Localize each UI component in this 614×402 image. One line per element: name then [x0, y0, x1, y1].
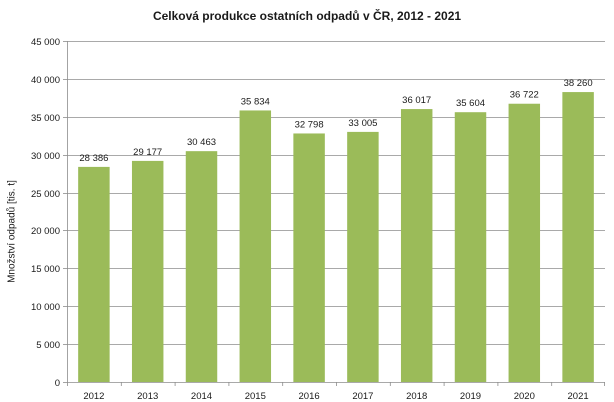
y-tick-label: 20 000 — [31, 226, 60, 237]
value-label: 36 017 — [402, 95, 431, 106]
bar-2018 — [400, 109, 433, 383]
bar-2014 — [185, 151, 218, 382]
y-tick-label: 5 000 — [36, 340, 60, 351]
value-label: 35 834 — [241, 96, 270, 107]
bar-2015 — [239, 110, 272, 382]
bar-2017 — [347, 131, 379, 382]
value-label: 29 177 — [133, 147, 162, 158]
labels: 0 5 000 10 000 15 000 20 000 25 000 30 000 35 0… — [31, 37, 593, 402]
chart-title: Celková produkce ostatních odpadů v ČR, … — [152, 9, 462, 23]
bar-2019 — [454, 112, 487, 382]
value-label: 33 005 — [348, 118, 377, 129]
bar-2016 — [293, 133, 325, 382]
value-label: 35 604 — [456, 98, 485, 109]
x-tick-label: 2018 — [406, 391, 427, 402]
x-tick-label: 2016 — [299, 391, 320, 402]
y-tick-label: 45 000 — [31, 37, 60, 48]
bars — [78, 92, 594, 383]
y-tick-label: 0 — [55, 378, 60, 389]
value-label: 30 463 — [187, 137, 216, 148]
bar-2020 — [508, 103, 541, 382]
y-tick-label: 10 000 — [31, 302, 60, 313]
x-tick-label: 2020 — [514, 391, 535, 402]
y-tick-label: 25 000 — [31, 189, 60, 200]
y-tick-label: 40 000 — [31, 75, 60, 86]
bar-2021 — [562, 92, 594, 382]
axes — [63, 41, 605, 386]
x-tick-label: 2012 — [83, 391, 104, 402]
y-tick-label: 15 000 — [31, 264, 60, 275]
value-label: 38 260 — [564, 78, 593, 89]
value-label: 28 386 — [79, 153, 108, 164]
x-tick-label: 2015 — [245, 391, 266, 402]
value-label: 32 798 — [295, 119, 324, 130]
value-label: 36 722 — [510, 90, 539, 101]
y-tick-label: 35 000 — [31, 113, 60, 124]
x-tick-label: 2021 — [568, 391, 589, 402]
x-tick-label: 2017 — [352, 391, 373, 402]
bar-2012 — [78, 166, 110, 382]
x-tick-label: 2013 — [137, 391, 158, 402]
x-tick-label: 2014 — [191, 391, 212, 402]
y-tick-label: 30 000 — [31, 151, 60, 162]
bar-2013 — [131, 160, 164, 382]
x-tick-label: 2019 — [460, 391, 481, 402]
